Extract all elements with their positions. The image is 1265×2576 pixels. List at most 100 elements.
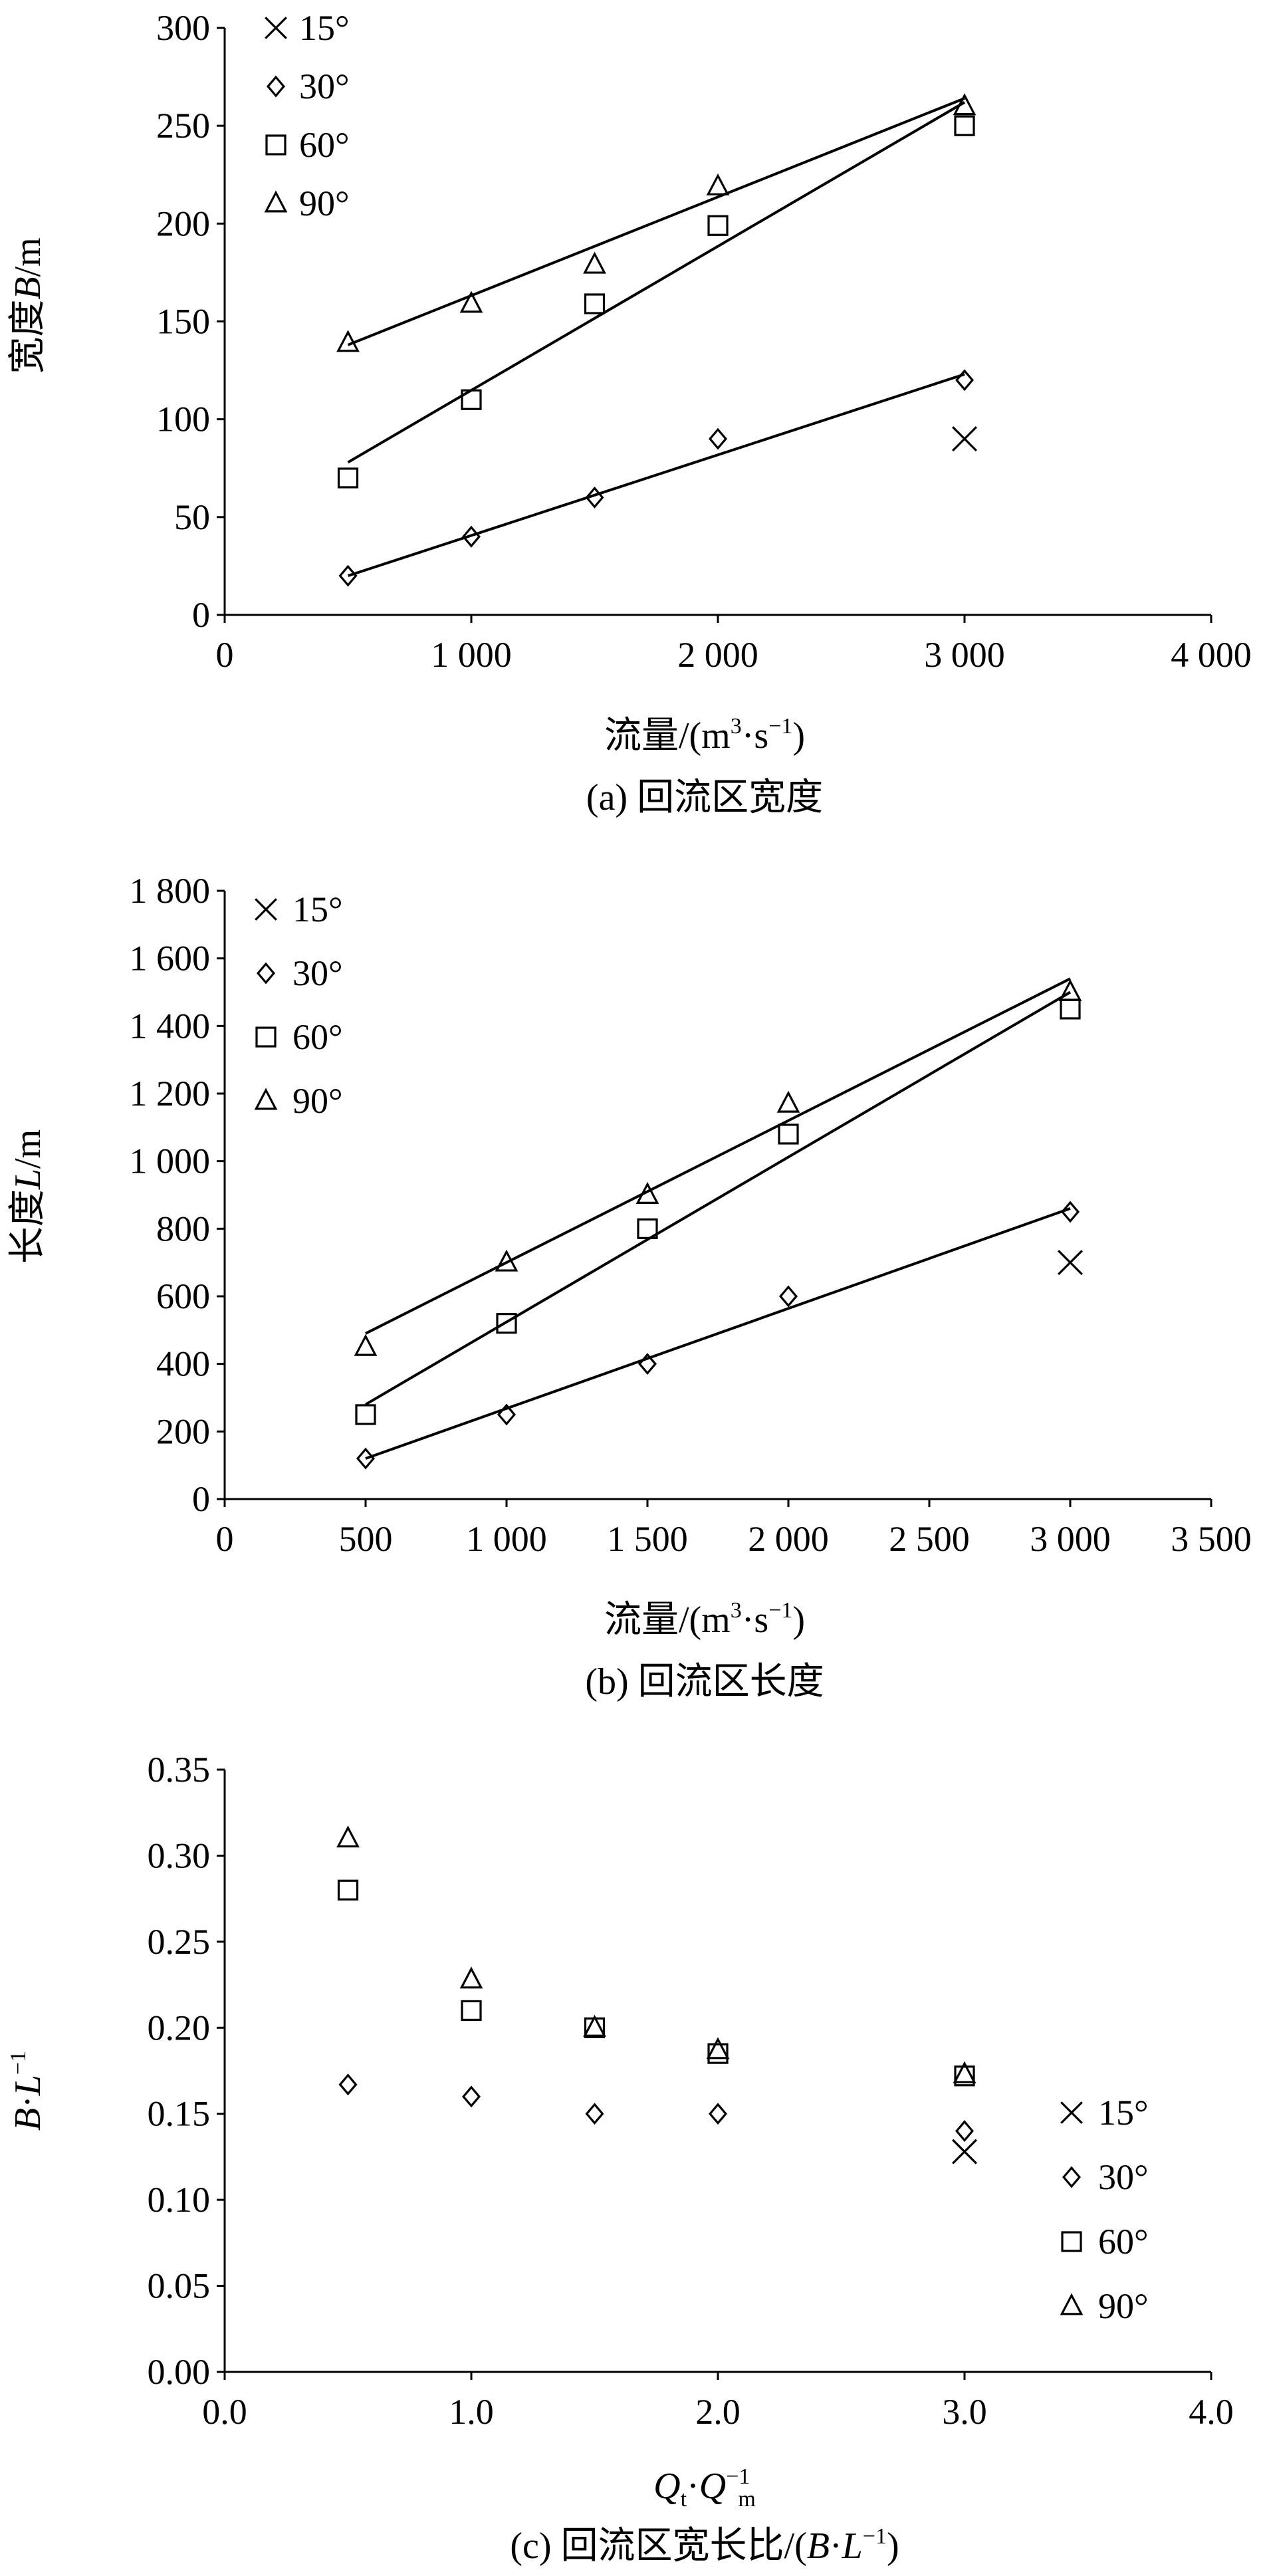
chart-b-trendline-triangle <box>365 977 1071 1335</box>
chart-c-point-diamond <box>955 2120 974 2143</box>
chart-c-legend-label: 30° <box>1098 2157 1149 2197</box>
chart-a-point-square <box>337 467 359 489</box>
chart-c-point-diamond <box>338 2073 358 2096</box>
chart-a-point-x <box>952 426 977 452</box>
chart-a-xtick-label: 3 000 <box>924 635 1005 675</box>
chart-a-ytick-label: 100 <box>156 400 210 439</box>
chart-c-legend-label: 90° <box>1098 2286 1149 2326</box>
chart-a-point-triangle <box>706 173 730 195</box>
chart-a-trendline-triangle <box>347 97 965 346</box>
chart-c-point-square <box>707 2043 729 2064</box>
chart-c-point-square <box>337 1879 359 1901</box>
chart-c-point-diamond <box>709 2103 727 2125</box>
chart-b-ytick-label: 1 600 <box>130 939 211 979</box>
chart-c-ytick-label: 0.15 <box>148 2094 211 2134</box>
chart-c-xtick-label: 2.0 <box>695 2392 741 2432</box>
chart-c-point-diamond <box>462 2085 481 2108</box>
chart-b-legend-label: 15° <box>292 889 343 929</box>
chart-a-point-triangle <box>459 291 483 313</box>
chart-b-xtick-label: 2 000 <box>748 1519 829 1559</box>
chart-b-point-triangle <box>495 1249 518 1272</box>
chart-a-trendline-diamond <box>347 373 965 578</box>
chart-b-point-diamond <box>638 1353 657 1375</box>
chart-a-legend-marker-square <box>265 134 287 156</box>
chart-b-trendline-square <box>364 991 1072 1406</box>
chart-b-xtick-label: 2 500 <box>889 1519 970 1559</box>
chart-c-xtick-label: 1.0 <box>449 2392 494 2432</box>
chart-a: 0 50 100 150 200 250 300 0 1 000 2 000 3 000 4 000 1… <box>7 8 1252 818</box>
chart-a-legend-label: 30° <box>299 66 350 106</box>
chart-a-point-square <box>584 293 606 314</box>
chart-a-legend-label: 60° <box>299 125 350 165</box>
chart-b-point-square <box>637 1218 658 1239</box>
chart-c-legend-marker-square <box>1061 2231 1082 2252</box>
chart-c-legend-label: 60° <box>1098 2222 1149 2262</box>
chart-b-point-square <box>778 1123 799 1145</box>
chart-c-ytick-label: 0.10 <box>148 2180 211 2220</box>
chart-b-point-diamond <box>779 1285 798 1308</box>
chart-a-point-diamond <box>585 486 604 509</box>
chart-b-ytick-label: 0 <box>192 1479 210 1519</box>
chart-b-point-square <box>496 1313 517 1334</box>
chart-c-point-square <box>954 2065 975 2087</box>
chart-b-point-x <box>1058 1250 1083 1276</box>
chart-b-ytick-label: 400 <box>156 1344 210 1384</box>
chart-c-ytick-label: 0.00 <box>148 2352 211 2392</box>
chart-c-xtick-label: 3.0 <box>942 2392 987 2432</box>
chart-b-point-triangle <box>635 1181 659 1205</box>
chart-a-point-square <box>707 215 729 236</box>
chart-c-ytick-label: 0.30 <box>148 1835 211 1875</box>
chart-b-plot: 0 200 400 600 800 1 000 1 200 1 400 1 600 1 800 0 5… <box>130 871 1252 1559</box>
chart-a-legend-marker-diamond <box>267 75 285 98</box>
chart-b-legend-label: 30° <box>292 953 343 993</box>
chart-c-point-triangle <box>583 2014 606 2037</box>
chart-c-ytick-label: 0.05 <box>148 2266 211 2306</box>
chart-c-plot: 0.00 0.05 0.10 0.15 0.20 0.25 0.30 0.35 0.0 1.0 2.… <box>148 1750 1234 2432</box>
chart-b-ytick-label: 200 <box>156 1411 210 1451</box>
chart-b-xlabel: 流量/(m3·s−1) <box>604 1598 805 1641</box>
chart-c-point-triangle <box>953 2061 977 2083</box>
chart-c-point-triangle <box>459 1966 483 1989</box>
chart-c-xlabel: Qt·Q−1 m <box>653 2464 756 2512</box>
chart-a-xlabel: 流量/(m3·s−1) <box>604 714 805 757</box>
chart-b-ytick-label: 600 <box>156 1276 210 1316</box>
chart-b-xtick-label: 3 000 <box>1030 1519 1111 1559</box>
chart-c-point-triangle <box>706 2037 730 2059</box>
chart-b-xtick-label: 0 <box>216 1519 234 1559</box>
chart-a-ytick-label: 0 <box>192 595 210 635</box>
chart-a-ytick-label: 250 <box>156 106 210 146</box>
chart-b-trendline-diamond <box>365 1207 1071 1460</box>
chart-a-point-triangle <box>583 251 606 274</box>
chart-a-point-diamond <box>338 564 358 587</box>
chart-b-legend-marker-triangle <box>254 1088 278 1110</box>
chart-b-point-square <box>1060 998 1081 1020</box>
chart-b-point-triangle <box>776 1090 800 1113</box>
chart-b-xtick-label: 3 500 <box>1171 1519 1252 1559</box>
chart-c-ylabel: B·L−1 <box>6 2051 49 2131</box>
chart-b-legend-marker-x <box>255 898 277 921</box>
chart-c-ytick-label: 0.25 <box>148 1922 211 1962</box>
chart-b-ytick-label: 800 <box>156 1209 210 1248</box>
chart-c-point-x <box>952 2139 977 2165</box>
chart-a-legend-marker-triangle <box>264 190 288 213</box>
chart-b-legend-label: 90° <box>292 1081 343 1121</box>
chart-a-xtick-label: 1 000 <box>431 635 512 675</box>
chart-a-point-triangle <box>953 93 977 116</box>
chart-b-point-diamond <box>1061 1201 1080 1223</box>
chart-b-legend-label: 60° <box>292 1017 343 1057</box>
chart-b-legend-marker-diamond <box>257 962 275 985</box>
chart-a-xtick-label: 0 <box>216 635 234 675</box>
chart-b-ytick-label: 1 200 <box>130 1074 211 1113</box>
chart-a-trendline-square <box>347 101 966 464</box>
chart-c-point-triangle <box>336 1825 360 1848</box>
chart-b-ytick-label: 1 400 <box>130 1006 211 1046</box>
chart-c-legend-marker-triangle <box>1060 2293 1084 2315</box>
chart-b-point-triangle <box>1058 979 1082 1002</box>
chart-b-point-square <box>355 1404 376 1425</box>
chart-a-point-square <box>461 389 482 410</box>
chart-b-point-diamond <box>497 1403 516 1426</box>
chart-a-xtick-label: 2 000 <box>677 635 758 675</box>
chart-a-legend-label: 90° <box>299 183 350 223</box>
chart-a-ytick-label: 300 <box>156 8 210 48</box>
